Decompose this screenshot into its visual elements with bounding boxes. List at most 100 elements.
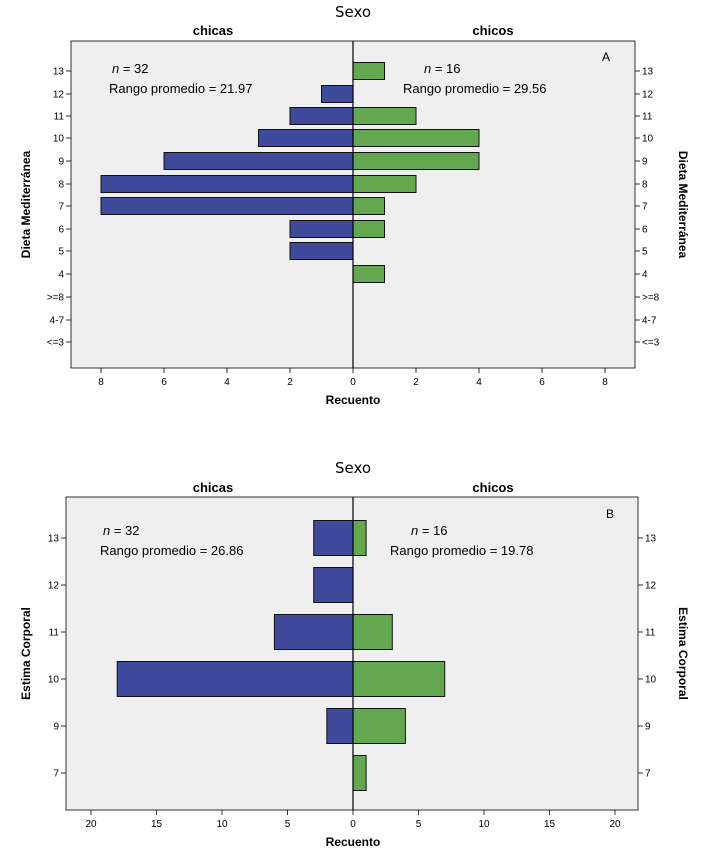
y-tick-label-right: 8 bbox=[642, 180, 648, 191]
bar-chicos-13 bbox=[352, 62, 385, 80]
y-tick-label-right: >=8 bbox=[642, 293, 660, 304]
x-tick-label: 15 bbox=[544, 819, 556, 830]
x-tick-label: 15 bbox=[151, 819, 163, 830]
right-half-header: chicos bbox=[472, 23, 513, 38]
left-n-annotation: n = 32 bbox=[103, 523, 140, 538]
left-half-header: chicas bbox=[193, 480, 233, 495]
x-tick-label: 10 bbox=[216, 819, 228, 830]
y-tick-label-right: 4 bbox=[642, 270, 648, 281]
right-n-variable: n bbox=[411, 523, 418, 538]
right-n-annotation: n = 16 bbox=[424, 61, 461, 76]
x-axis-label: Recuento bbox=[326, 835, 381, 849]
bar-chicas-10 bbox=[258, 129, 354, 147]
x-tick-label: 6 bbox=[539, 377, 545, 388]
right-n-value: = 16 bbox=[431, 61, 460, 76]
y-tick-label-right: 4-7 bbox=[642, 316, 657, 327]
bar-chicos-9 bbox=[352, 708, 406, 744]
bar-chicas-11 bbox=[273, 614, 354, 650]
right-half-header: chicos bbox=[472, 480, 513, 495]
right-rank-annotation: Rango promedio = 29.56 bbox=[403, 81, 546, 96]
y-tick-label-left: 7 bbox=[53, 769, 59, 780]
chart-title: Sexo bbox=[335, 459, 371, 477]
x-axis-label: Recuento bbox=[326, 393, 381, 407]
y-tick-label-right: 10 bbox=[642, 134, 654, 145]
y-tick-label-left: 10 bbox=[48, 675, 60, 686]
chart-title: Sexo bbox=[335, 3, 371, 21]
y-tick-label-right: 12 bbox=[642, 90, 654, 101]
y-tick-label-right: 7 bbox=[645, 769, 651, 780]
x-tick-label: 20 bbox=[85, 819, 97, 830]
x-tick-label: 10 bbox=[478, 819, 490, 830]
x-tick-label: 2 bbox=[287, 377, 293, 388]
y-tick-label-left: 8 bbox=[58, 180, 64, 191]
x-tick-label: 8 bbox=[98, 377, 104, 388]
bar-chicas-8 bbox=[100, 175, 354, 193]
y-tick-label-left: 5 bbox=[58, 247, 64, 258]
bar-chicas-11 bbox=[289, 107, 354, 125]
x-tick-label: 0 bbox=[350, 819, 356, 830]
left-rank-annotation: Rango promedio = 26.86 bbox=[100, 543, 243, 558]
left-n-value: = 32 bbox=[119, 61, 148, 76]
y-tick-label-left: 13 bbox=[48, 534, 60, 545]
bar-chicas-6 bbox=[289, 220, 354, 238]
y-tick-label-right: 7 bbox=[642, 202, 648, 213]
bar-chicos-9 bbox=[352, 152, 480, 170]
left-n-variable: n bbox=[103, 523, 110, 538]
bar-chicos-7 bbox=[352, 755, 367, 791]
x-tick-label: 5 bbox=[416, 819, 422, 830]
bar-chicos-6 bbox=[352, 220, 385, 238]
y-tick-label-left: 4-7 bbox=[50, 316, 65, 327]
x-tick-label: 4 bbox=[224, 377, 230, 388]
y-tick-label-left: 12 bbox=[53, 90, 65, 101]
bar-chicas-7 bbox=[100, 197, 354, 215]
y-axis-label-right: Dieta Mediterránea bbox=[676, 151, 690, 259]
bar-chicos-10 bbox=[352, 661, 446, 697]
y-tick-label-left: 6 bbox=[58, 225, 64, 236]
bar-chicos-4 bbox=[352, 265, 385, 283]
y-tick-label-right: 9 bbox=[642, 157, 648, 168]
bar-chicas-5 bbox=[289, 242, 354, 260]
y-tick-label-right: 11 bbox=[645, 628, 656, 639]
bar-chicos-7 bbox=[352, 197, 385, 215]
y-tick-label-right: 9 bbox=[645, 722, 651, 733]
left-n-value: = 32 bbox=[110, 523, 139, 538]
left-n-variable: n bbox=[112, 61, 119, 76]
y-tick-label-right: <=3 bbox=[642, 338, 660, 349]
right-n-annotation: n = 16 bbox=[411, 523, 448, 538]
x-tick-label: 0 bbox=[350, 377, 356, 388]
bar-chicas-12 bbox=[321, 85, 354, 103]
bar-chicas-9 bbox=[163, 152, 354, 170]
x-tick-label: 4 bbox=[476, 377, 482, 388]
x-tick-label: 6 bbox=[161, 377, 167, 388]
y-tick-label-left: 9 bbox=[53, 722, 59, 733]
panel-label: B bbox=[606, 507, 614, 521]
bar-chicos-10 bbox=[352, 129, 480, 147]
y-axis-label-right: Estima Corporal bbox=[676, 607, 690, 700]
bar-chicos-11 bbox=[352, 107, 417, 125]
x-tick-label: 2 bbox=[413, 377, 419, 388]
right-rank-annotation: Rango promedio = 19.78 bbox=[390, 543, 533, 558]
y-tick-label-right: 12 bbox=[645, 581, 657, 592]
y-axis-label-left: Dieta Mediterránea bbox=[19, 150, 33, 258]
x-tick-label: 5 bbox=[285, 819, 291, 830]
y-tick-label-left: <=3 bbox=[47, 338, 65, 349]
x-tick-label: 8 bbox=[602, 377, 608, 388]
bar-chicos-8 bbox=[352, 175, 417, 193]
y-tick-label-left: 13 bbox=[53, 67, 65, 78]
y-tick-label-left: >=8 bbox=[47, 293, 65, 304]
y-tick-label-right: 6 bbox=[642, 225, 648, 236]
y-tick-label-right: 13 bbox=[642, 67, 654, 78]
bar-chicas-13 bbox=[313, 520, 354, 556]
bar-chicas-12 bbox=[313, 567, 354, 603]
left-n-annotation: n = 32 bbox=[112, 61, 149, 76]
left-half-header: chicas bbox=[193, 23, 233, 38]
y-tick-label-left: 12 bbox=[48, 581, 60, 592]
right-n-value: = 16 bbox=[418, 523, 447, 538]
bar-chicas-9 bbox=[326, 708, 354, 744]
panel-label: A bbox=[602, 50, 610, 64]
y-tick-label-left: 11 bbox=[54, 112, 65, 123]
y-tick-label-right: 5 bbox=[642, 247, 648, 258]
y-tick-label-right: 10 bbox=[645, 675, 657, 686]
left-rank-annotation: Rango promedio = 21.97 bbox=[109, 81, 252, 96]
